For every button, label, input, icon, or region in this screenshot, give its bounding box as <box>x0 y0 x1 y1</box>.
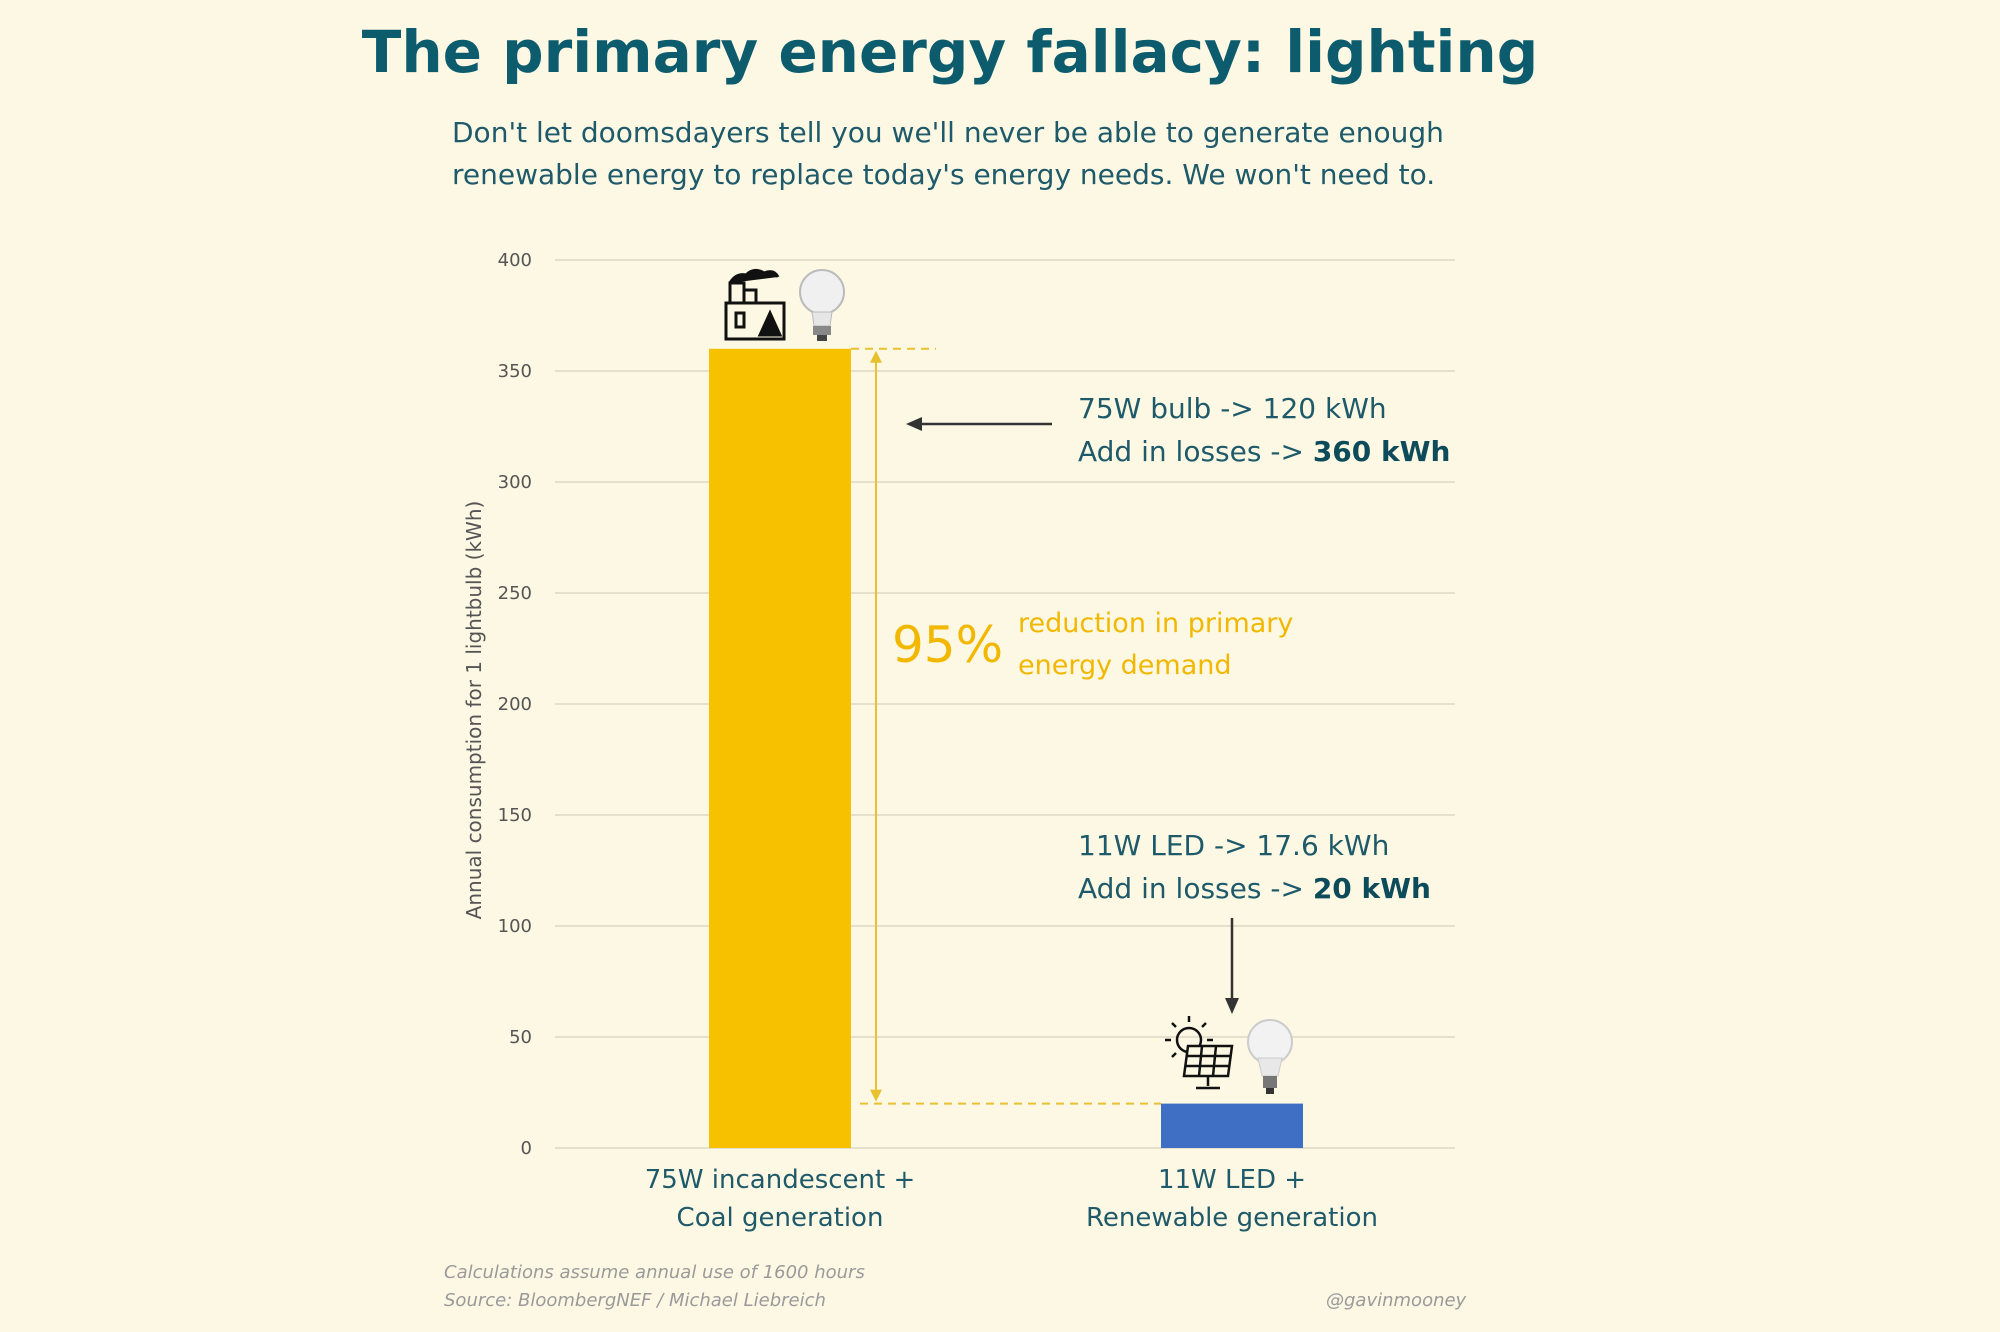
y-tick-label: 400 <box>498 250 532 271</box>
reduction-text-line2: energy demand <box>1018 650 1232 681</box>
incandescent-note-line2: Add in losses -> 360 kWh <box>1078 435 1450 468</box>
bar-incandescent-coal <box>709 348 851 1148</box>
chart-title: The primary energy fallacy: lighting <box>361 18 1539 86</box>
reduction-span-arrow-top <box>870 350 882 363</box>
y-tick-label: 150 <box>498 805 532 826</box>
credit-handle: @gavinmooney <box>1326 1290 1467 1311</box>
y-tick-label: 50 <box>509 1027 532 1048</box>
category-label: 11W LED + <box>1158 1165 1306 1195</box>
y-tick-label: 200 <box>498 694 532 715</box>
led-bulb-icon <box>1247 1019 1293 1094</box>
reduction-guides <box>851 347 1161 1105</box>
bar-led-renewable <box>1161 1103 1303 1148</box>
led-arrowhead <box>1225 998 1239 1014</box>
incandescent-note-line1: 75W bulb -> 120 kWh <box>1078 392 1387 425</box>
footnote-calculation: Calculations assume annual use of 1600 h… <box>444 1262 865 1283</box>
category-labels: 75W incandescent + Coal generation 11W LED… <box>645 1165 1378 1233</box>
category-label: Coal generation <box>677 1203 884 1233</box>
y-tick-labels: 0 50 100 150 200 250 300 350 400 <box>498 250 532 1159</box>
chart-subtitle: Don't let doomsdayers tell you we'll nev… <box>452 116 1444 191</box>
led-note-line2: Add in losses -> 20 kWh <box>1078 872 1431 905</box>
reduction-text-line1: reduction in primary <box>1018 608 1293 639</box>
solar-panel-icon <box>1165 1016 1234 1090</box>
reduction-span-arrow-bottom <box>870 1089 882 1102</box>
y-tick-label: 300 <box>498 472 532 493</box>
y-tick-label: 250 <box>498 583 532 604</box>
reduction-percent: 95% <box>892 616 1003 674</box>
bars <box>709 348 1303 1148</box>
y-tick-label: 100 <box>498 916 532 937</box>
incandescent-arrowhead <box>906 417 922 431</box>
footnote-source: Source: BloombergNEF / Michael Liebreich <box>444 1290 826 1311</box>
y-axis-label: Annual consumption for 1 lightbulb (kWh) <box>462 501 486 920</box>
lightbulb-icon <box>799 269 845 341</box>
category-label: 75W incandescent + <box>645 1165 916 1195</box>
led-note-line1: 11W LED -> 17.6 kWh <box>1078 829 1389 862</box>
category-label: Renewable generation <box>1086 1203 1378 1233</box>
factory-icon <box>724 268 786 341</box>
gridlines <box>555 259 1455 1149</box>
y-tick-label: 0 <box>521 1138 532 1159</box>
y-tick-label: 350 <box>498 361 532 382</box>
